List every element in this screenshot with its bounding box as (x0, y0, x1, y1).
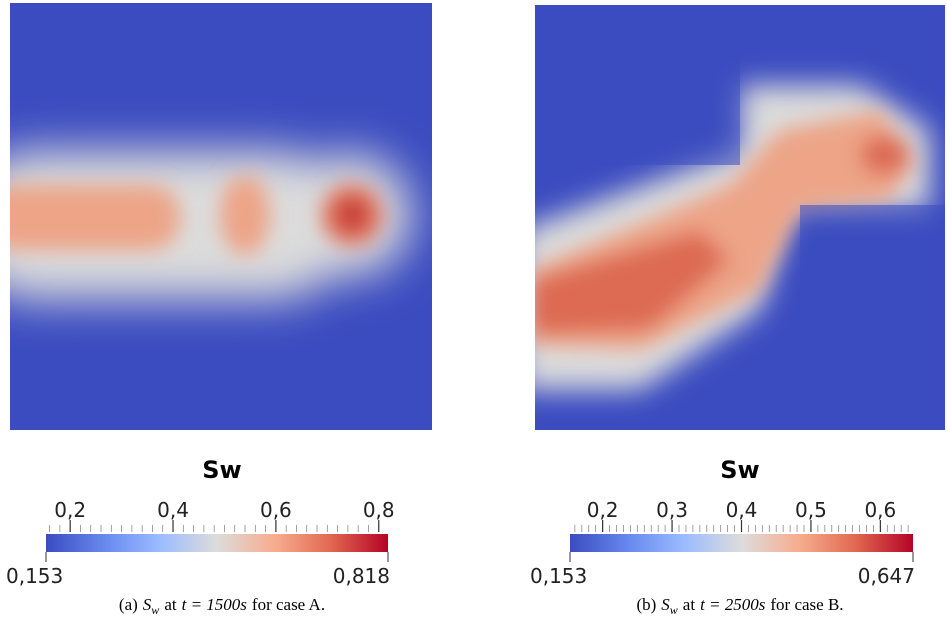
tick-label: 0,6 (864, 498, 896, 522)
tick-label: 0,3 (656, 498, 688, 522)
caption: (b) Sw at t = 2500s for case B. (636, 595, 843, 617)
caption: (a) Sw at t = 1500s for case A. (119, 595, 325, 617)
range-max-label: 0,647 (858, 564, 915, 588)
colorbar: Sw 0,2 0,3 0,4 0,5 0,6 0,153 0,647 (530, 456, 915, 588)
tick-label: 0,2 (587, 498, 619, 522)
range-max-label: 0,818 (333, 564, 390, 588)
caption-text: at (683, 595, 696, 614)
tick-label: 0,6 (260, 498, 292, 522)
caption-symbol: S (661, 595, 670, 614)
caption-subscript: w (670, 603, 678, 617)
range-min-label: 0,153 (530, 564, 587, 588)
field-b (535, 5, 945, 430)
caption-text: for case A. (252, 595, 325, 614)
range-min-label: 0,153 (6, 564, 63, 588)
tick-label: 0,8 (363, 498, 395, 522)
tick-label: 0,5 (795, 498, 827, 522)
colorbar-gradient (570, 534, 913, 552)
colorbar-gradient (46, 534, 388, 552)
colorbar: Sw 0,2 0,4 0,6 0,8 0,153 0,818 (6, 456, 395, 588)
tick-label: 0,4 (726, 498, 758, 522)
caption-symbol: S (143, 595, 152, 614)
caption-text: at (164, 595, 177, 614)
tick-label: 0,2 (54, 498, 86, 522)
caption-label: (b) (636, 595, 656, 614)
colorbar-title: Sw (720, 456, 759, 484)
caption-subscript: w (151, 603, 159, 617)
tick-label: 0,4 (157, 498, 189, 522)
caption-label: (a) (119, 595, 138, 614)
caption-text: for case B. (770, 595, 843, 614)
caption-equation: t = 2500s (700, 595, 766, 614)
colorbar-title: Sw (202, 456, 241, 484)
field-a (10, 3, 432, 430)
caption-equation: t = 1500s (182, 595, 248, 614)
